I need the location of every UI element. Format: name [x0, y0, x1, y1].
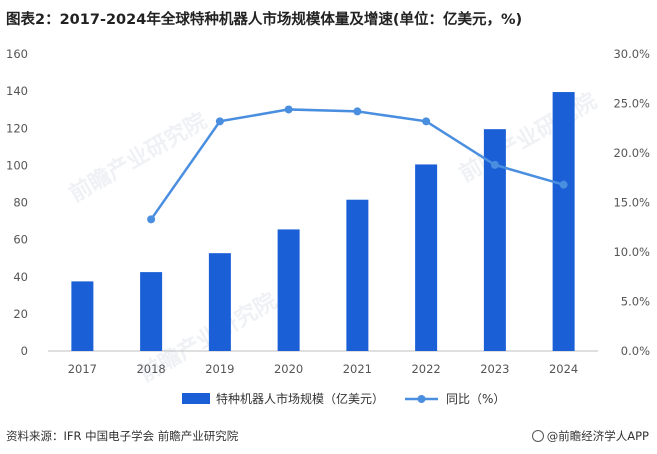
brand-text: @前瞻经济学人APP [546, 429, 649, 443]
bar-2023 [483, 129, 506, 351]
y-left-tick-label: 40 [13, 270, 28, 284]
y-left-tick-label: 120 [6, 121, 28, 135]
growth-point-2019 [215, 117, 224, 126]
growth-point-2023 [490, 160, 499, 169]
y-left-tick-label: 0 [21, 344, 28, 358]
chart-title: 图表2：2017-2024年全球特种机器人市场规模体量及增速(单位：亿美元，%) [6, 12, 523, 28]
y-left-tick-label: 140 [6, 84, 28, 98]
y-right-tick-label: 20.0% [613, 146, 650, 160]
legend-line-label: 同比（%） [446, 392, 505, 406]
legend-bar-label: 特种机器人市场规模（亿美元） [216, 391, 384, 406]
x-tick-label: 2020 [274, 362, 303, 376]
growth-point-2020 [284, 105, 293, 114]
x-tick-label: 2018 [136, 362, 165, 376]
bar-2018 [140, 272, 163, 351]
bar-2020 [277, 229, 300, 351]
bar-2022 [415, 164, 438, 351]
brand-logo-icon [531, 430, 544, 442]
y-right-tick-label: 10.0% [613, 245, 650, 259]
growth-point-2021 [353, 107, 362, 116]
x-tick-label: 2024 [549, 362, 578, 376]
brand-credit: @前瞻经济学人APP [531, 428, 649, 444]
x-tick-label: 2019 [205, 362, 234, 376]
bar-2021 [346, 199, 369, 351]
x-tick-label: 2023 [480, 362, 509, 376]
bar-2019 [208, 253, 231, 351]
bar-2024 [552, 92, 575, 351]
growth-point-2024 [559, 180, 568, 189]
x-tick-label: 2021 [343, 362, 372, 376]
y-left-tick-label: 20 [13, 307, 28, 321]
legend-bar-swatch [182, 393, 210, 404]
growth-point-2022 [422, 117, 431, 126]
growth-point-2018 [147, 215, 156, 224]
y-right-tick-label: 25.0% [613, 97, 650, 111]
y-right-tick-label: 5.0% [621, 295, 650, 309]
y-left-tick-label: 80 [13, 196, 28, 210]
legend-line-marker [417, 395, 426, 403]
x-tick-label: 2017 [68, 362, 97, 376]
y-right-tick-label: 0.0% [621, 344, 650, 358]
bar-2017 [71, 281, 94, 351]
y-left-tick-label: 160 [6, 47, 28, 61]
y-right-tick-label: 30.0% [613, 47, 650, 61]
x-tick-label: 2022 [411, 362, 440, 376]
y-left-tick-label: 100 [6, 158, 28, 172]
y-left-tick-label: 60 [13, 233, 28, 247]
y-right-tick-label: 15.0% [613, 196, 650, 210]
source-note: 资料来源：IFR 中国电子学会 前瞻产业研究院 [6, 429, 239, 443]
